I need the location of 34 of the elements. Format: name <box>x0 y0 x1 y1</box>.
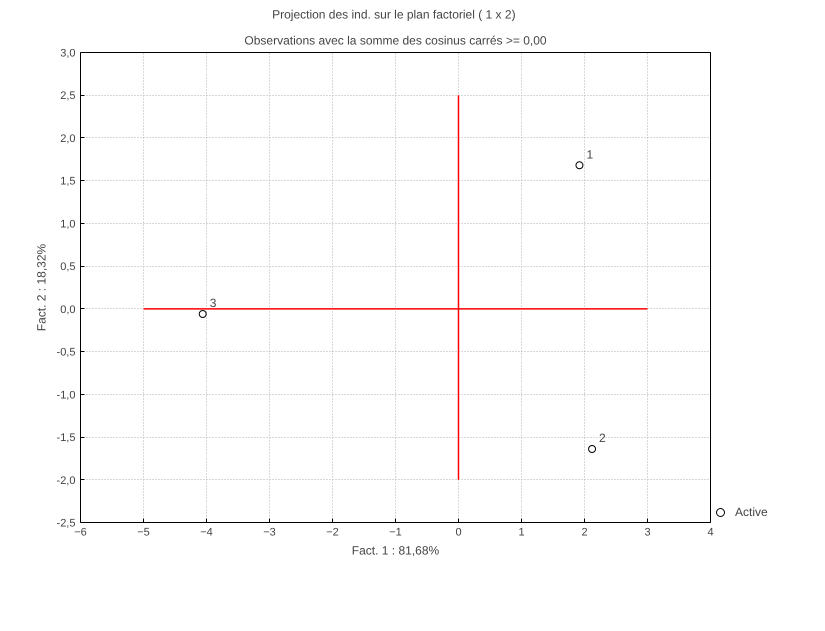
y-tick-label: 0,5 <box>60 261 76 274</box>
chart-title: Projection des ind. sur le plan factoriel ( 1 x 2) <box>272 8 516 22</box>
x-tick-label: −4 <box>200 526 213 538</box>
y-tick-label: 1,0 <box>60 218 76 230</box>
x-tick-label: −1 <box>389 526 402 538</box>
y-tick-label: -1,5 <box>56 432 76 444</box>
y-tick-label: 2,5 <box>60 90 76 102</box>
y-tick-label: 3,0 <box>60 48 76 60</box>
point <box>575 161 584 170</box>
annotation: 1 <box>586 147 594 162</box>
x-tick-label: −2 <box>326 526 339 538</box>
y-tick-label: 1,5 <box>60 176 76 188</box>
y-axis-title: Fact. 2 : 18,32% <box>34 243 49 332</box>
x-tick-label: −3 <box>263 526 276 538</box>
chart-subtitle: Observations avec la somme des cosinus carrés >= 0,00 <box>244 34 547 48</box>
x-tick-label: −6 <box>74 526 87 538</box>
x-tick-label: 4 <box>707 526 714 538</box>
legend-label: Active <box>735 505 768 519</box>
y-tick-label: -0,5 <box>56 346 76 359</box>
y-tick-label: -2,5 <box>56 518 76 530</box>
y-tick-label: 2,0 <box>60 132 76 145</box>
annotation: 2 <box>599 431 606 446</box>
y-tick-label: -2,0 <box>56 474 76 487</box>
y-tick-label: 0,0 <box>60 304 76 316</box>
point <box>588 445 596 453</box>
annotation: 3 <box>210 296 217 310</box>
x-tick-label: −5 <box>137 526 150 538</box>
x-tick-label: 2 <box>581 526 588 538</box>
y-tick-label: -1,0 <box>56 389 76 402</box>
point <box>198 310 207 318</box>
x-tick-label: 3 <box>644 526 651 538</box>
x-tick-label: 1 <box>518 526 525 538</box>
x-axis-title: Fact. 1 : 81,68% <box>352 544 440 558</box>
x-tick-label: 0 <box>455 526 462 538</box>
